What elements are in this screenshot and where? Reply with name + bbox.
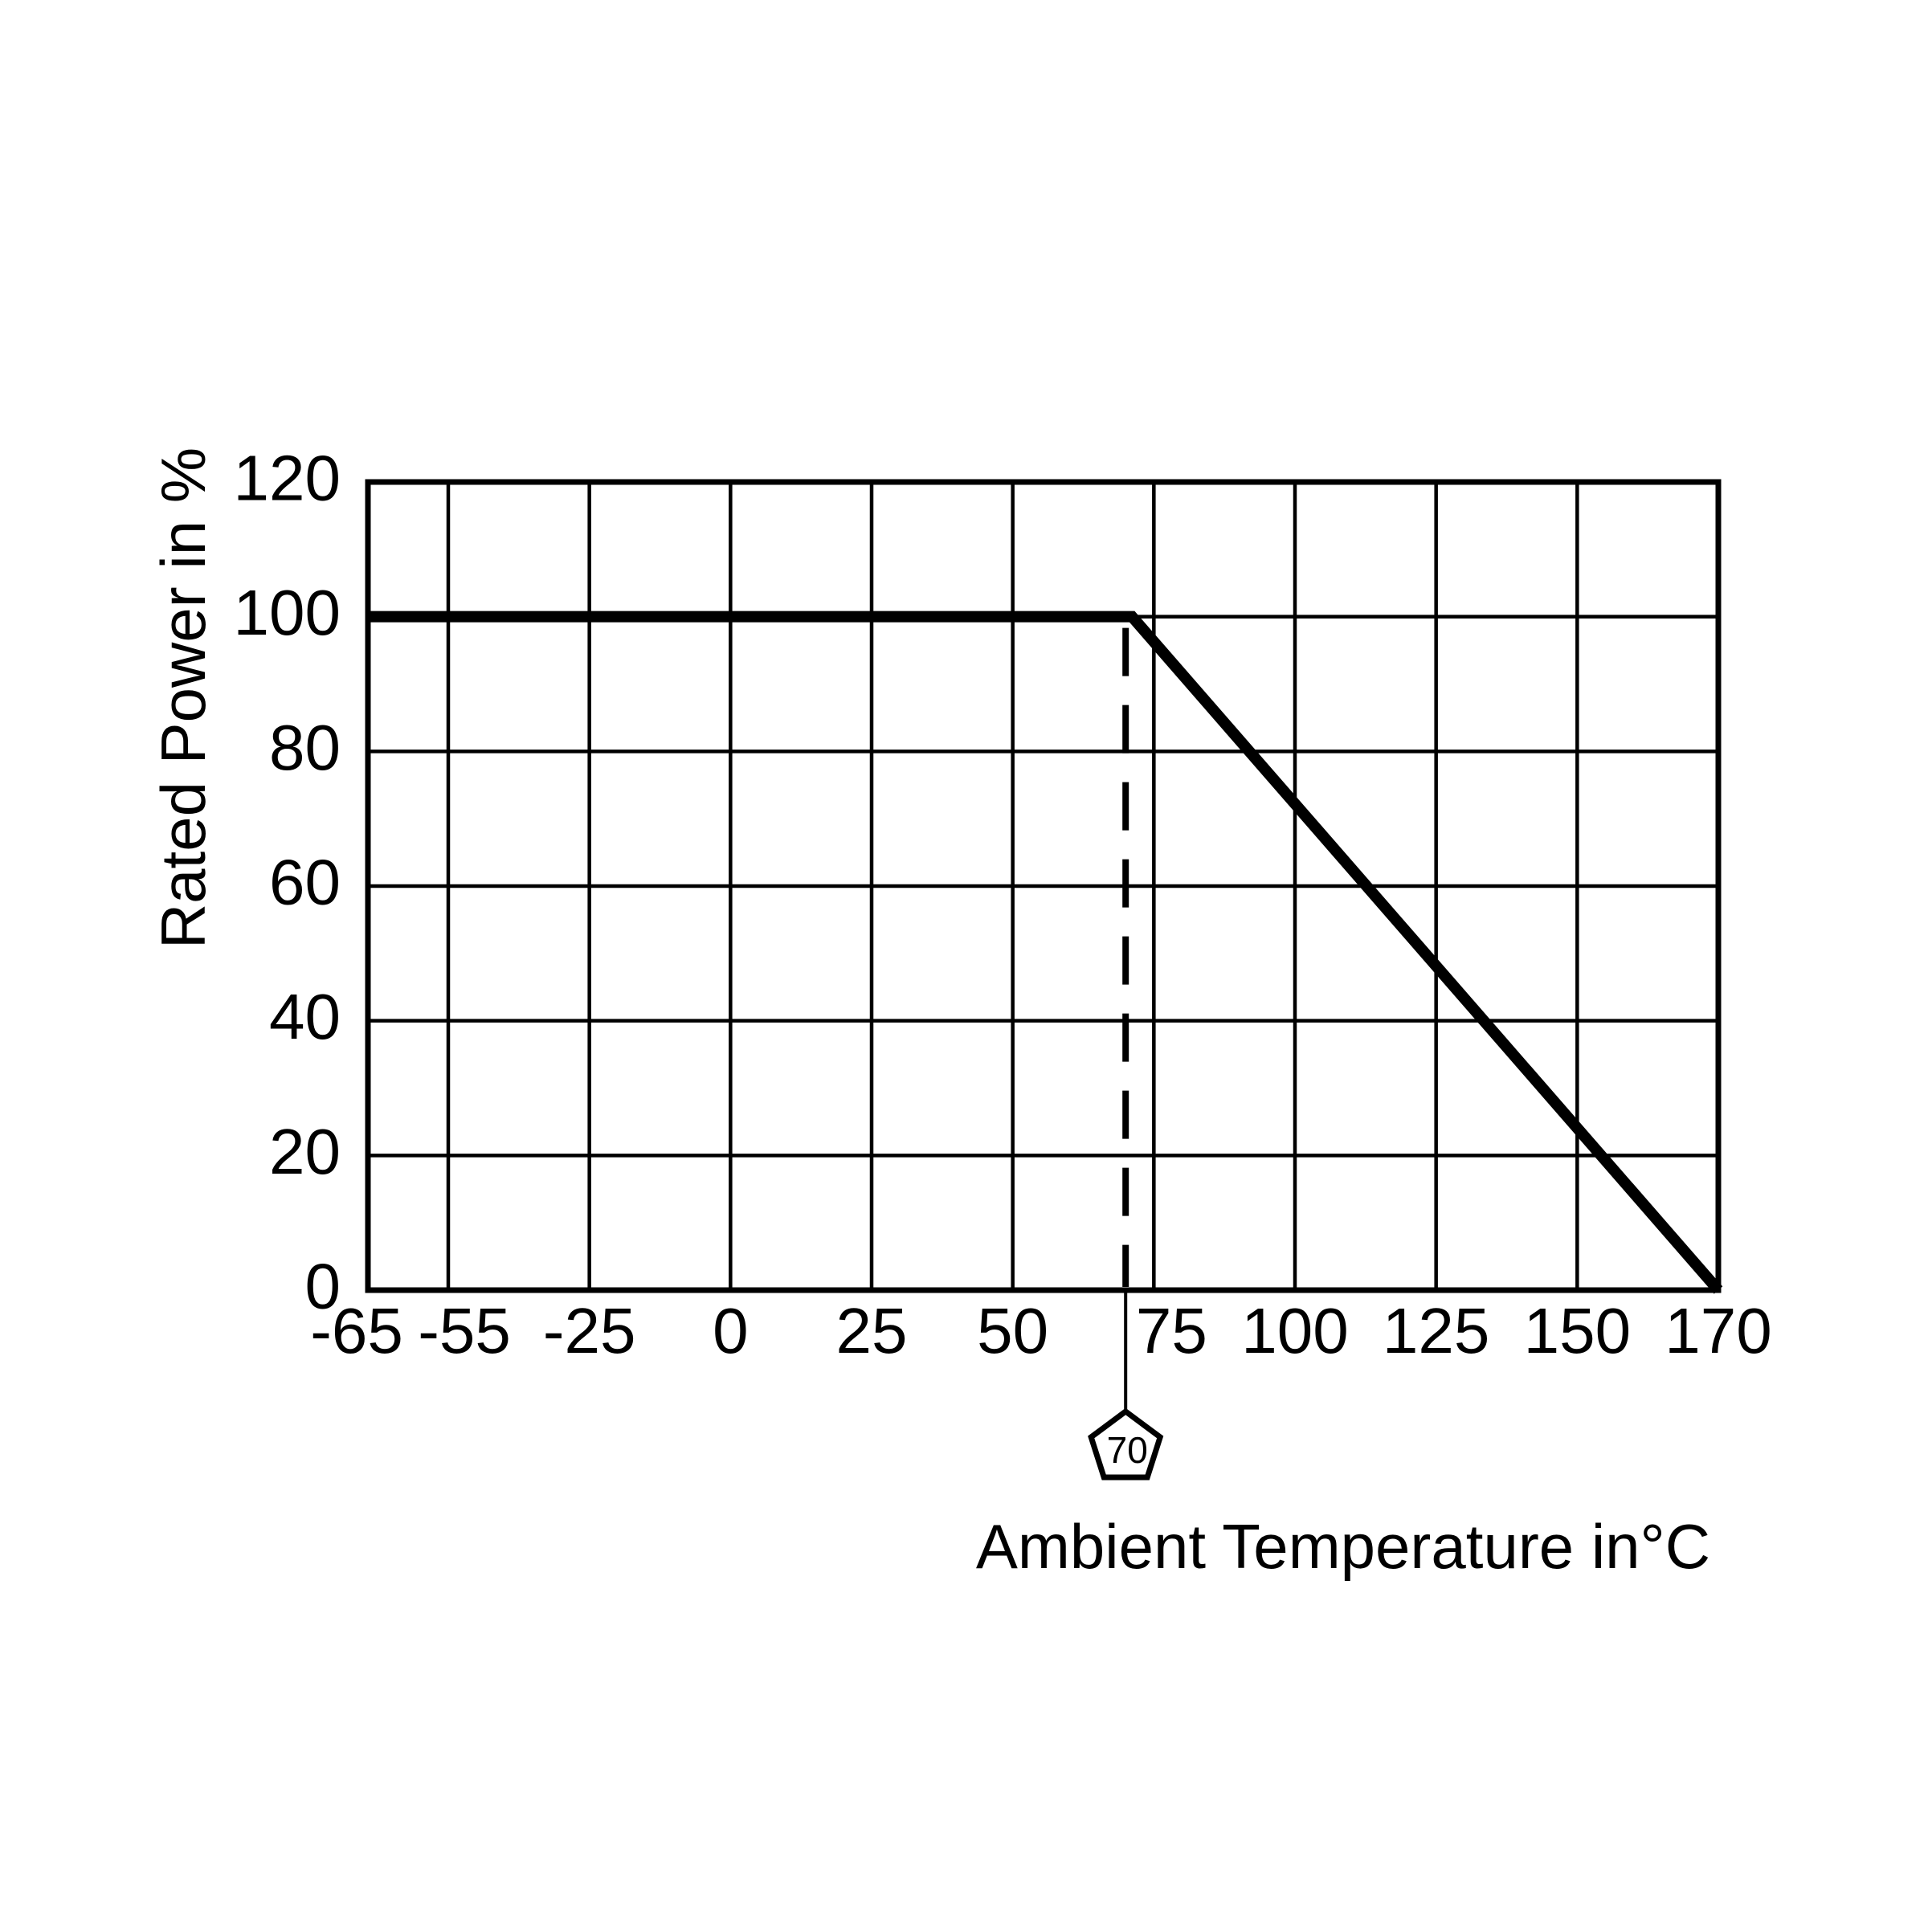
plot-frame <box>365 479 1722 1293</box>
y-tick-label: 20 <box>269 1116 341 1187</box>
x-tick-label: 170 <box>1665 1295 1771 1366</box>
x-axis-title: Ambient Temperature in°C <box>976 1511 1710 1582</box>
y-axis-title: Rated Power in % <box>148 447 219 949</box>
x-tick-label: -55 <box>418 1295 511 1366</box>
y-tick-label: 60 <box>269 847 341 918</box>
series-lines <box>368 611 1723 1294</box>
tick-labels: -65 -55 -25 0 25 50 75 100 125 150 170 0 20 40 60 80 100… <box>234 443 1772 1367</box>
rated-power-derating-curve <box>368 611 1723 1294</box>
annotations: 70 <box>1088 627 1164 1481</box>
x-tick-label: 125 <box>1383 1295 1489 1366</box>
y-tick-label: 120 <box>234 443 341 514</box>
x-tick-label: 100 <box>1241 1295 1348 1366</box>
x-tick-label: -25 <box>543 1295 636 1366</box>
x-tick-label: 50 <box>977 1295 1048 1366</box>
pentagon-marker <box>1088 1407 1164 1481</box>
y-tick-label: 0 <box>305 1251 341 1322</box>
plot-border <box>365 479 1722 1293</box>
x-tick-label: 0 <box>713 1295 749 1366</box>
pentagon-marker-label: 70 <box>1107 1429 1148 1471</box>
y-tick-label: 100 <box>234 577 341 648</box>
x-tick-label: 25 <box>836 1295 908 1366</box>
y-tick-label: 40 <box>269 981 341 1052</box>
x-tick-label: -65 <box>310 1295 403 1366</box>
x-tick-label: 150 <box>1524 1295 1631 1366</box>
x-tick-label: 75 <box>1136 1295 1207 1366</box>
grid-lines <box>368 482 1718 1290</box>
y-tick-label: 80 <box>269 712 341 783</box>
